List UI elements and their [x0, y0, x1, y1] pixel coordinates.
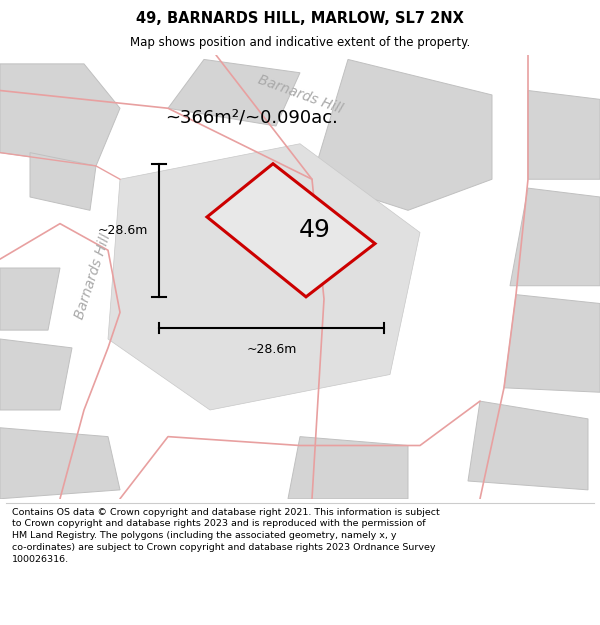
Text: ~28.6m: ~28.6m: [98, 224, 148, 237]
Polygon shape: [0, 339, 72, 410]
Text: ~366m²/~0.090ac.: ~366m²/~0.090ac.: [166, 108, 338, 126]
Polygon shape: [510, 188, 600, 286]
Text: 49: 49: [298, 218, 330, 242]
Polygon shape: [168, 59, 300, 126]
Polygon shape: [504, 294, 600, 392]
Text: Map shows position and indicative extent of the property.: Map shows position and indicative extent…: [130, 36, 470, 49]
Polygon shape: [207, 164, 375, 297]
Polygon shape: [528, 91, 600, 179]
Polygon shape: [312, 59, 492, 210]
Text: Barnards Hill: Barnards Hill: [73, 232, 113, 321]
Polygon shape: [0, 64, 120, 166]
Text: 49, BARNARDS HILL, MARLOW, SL7 2NX: 49, BARNARDS HILL, MARLOW, SL7 2NX: [136, 11, 464, 26]
Polygon shape: [30, 152, 96, 210]
Text: Barnards Hill: Barnards Hill: [256, 73, 344, 117]
Polygon shape: [0, 268, 60, 330]
Polygon shape: [0, 428, 120, 499]
Text: ~28.6m: ~28.6m: [247, 344, 296, 356]
Polygon shape: [288, 437, 408, 499]
Polygon shape: [468, 401, 588, 490]
Text: Contains OS data © Crown copyright and database right 2021. This information is : Contains OS data © Crown copyright and d…: [12, 508, 440, 564]
Polygon shape: [108, 144, 420, 410]
